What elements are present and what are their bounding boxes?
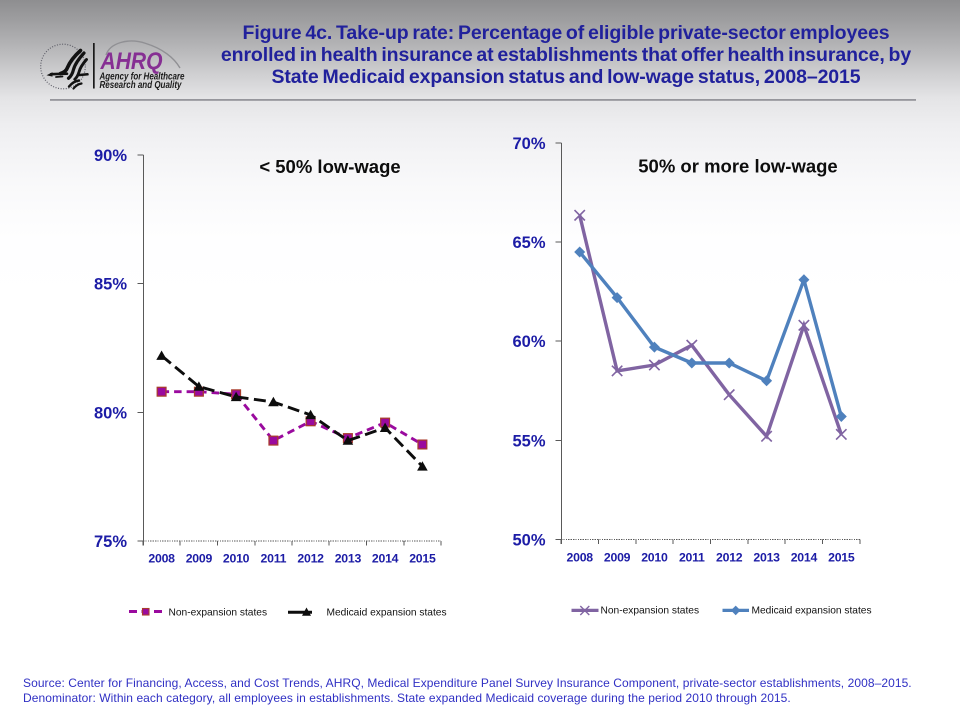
svg-text:70%: 70% [512, 135, 545, 153]
svg-text:Non-expansion states: Non-expansion states [169, 608, 268, 619]
svg-text:Medicaid expansion states: Medicaid expansion states [327, 608, 447, 619]
svg-text:2012: 2012 [716, 551, 743, 565]
svg-text:2009: 2009 [186, 552, 213, 566]
svg-text:Non-expansion states: Non-expansion states [601, 606, 700, 617]
svg-text:2009: 2009 [604, 551, 631, 565]
svg-text:55%: 55% [512, 432, 545, 450]
svg-text:2013: 2013 [335, 552, 362, 566]
svg-text:Agency for Healthcare: Agency for Healthcare [99, 71, 185, 82]
svg-text:75%: 75% [94, 533, 127, 551]
svg-text:65%: 65% [512, 234, 545, 252]
svg-text:Research and Quality: Research and Quality [100, 80, 182, 91]
svg-text:85%: 85% [94, 276, 127, 294]
svg-text:2015: 2015 [409, 552, 436, 566]
svg-text:2011: 2011 [261, 552, 287, 566]
svg-text:60%: 60% [512, 333, 545, 351]
svg-text:2013: 2013 [753, 551, 780, 565]
svg-text:80%: 80% [94, 404, 127, 422]
svg-text:AHRQ: AHRQ [100, 48, 163, 75]
svg-text:Medicaid expansion states: Medicaid expansion states [752, 606, 872, 617]
svg-text:2012: 2012 [297, 552, 324, 566]
svg-text:2014: 2014 [372, 552, 399, 566]
svg-text:2014: 2014 [791, 551, 818, 565]
svg-text:2015: 2015 [828, 551, 855, 565]
svg-text:2008: 2008 [567, 551, 594, 565]
svg-text:2010: 2010 [223, 552, 250, 566]
svg-text:2011: 2011 [679, 551, 705, 565]
svg-text:2010: 2010 [641, 551, 668, 565]
svg-text:50%: 50% [512, 531, 545, 549]
svg-text:< 50% low-wage: < 50% low-wage [259, 156, 400, 177]
svg-text:2008: 2008 [148, 552, 175, 566]
svg-text:50% or more low-wage: 50% or more low-wage [638, 155, 837, 176]
svg-text:90%: 90% [94, 147, 127, 165]
